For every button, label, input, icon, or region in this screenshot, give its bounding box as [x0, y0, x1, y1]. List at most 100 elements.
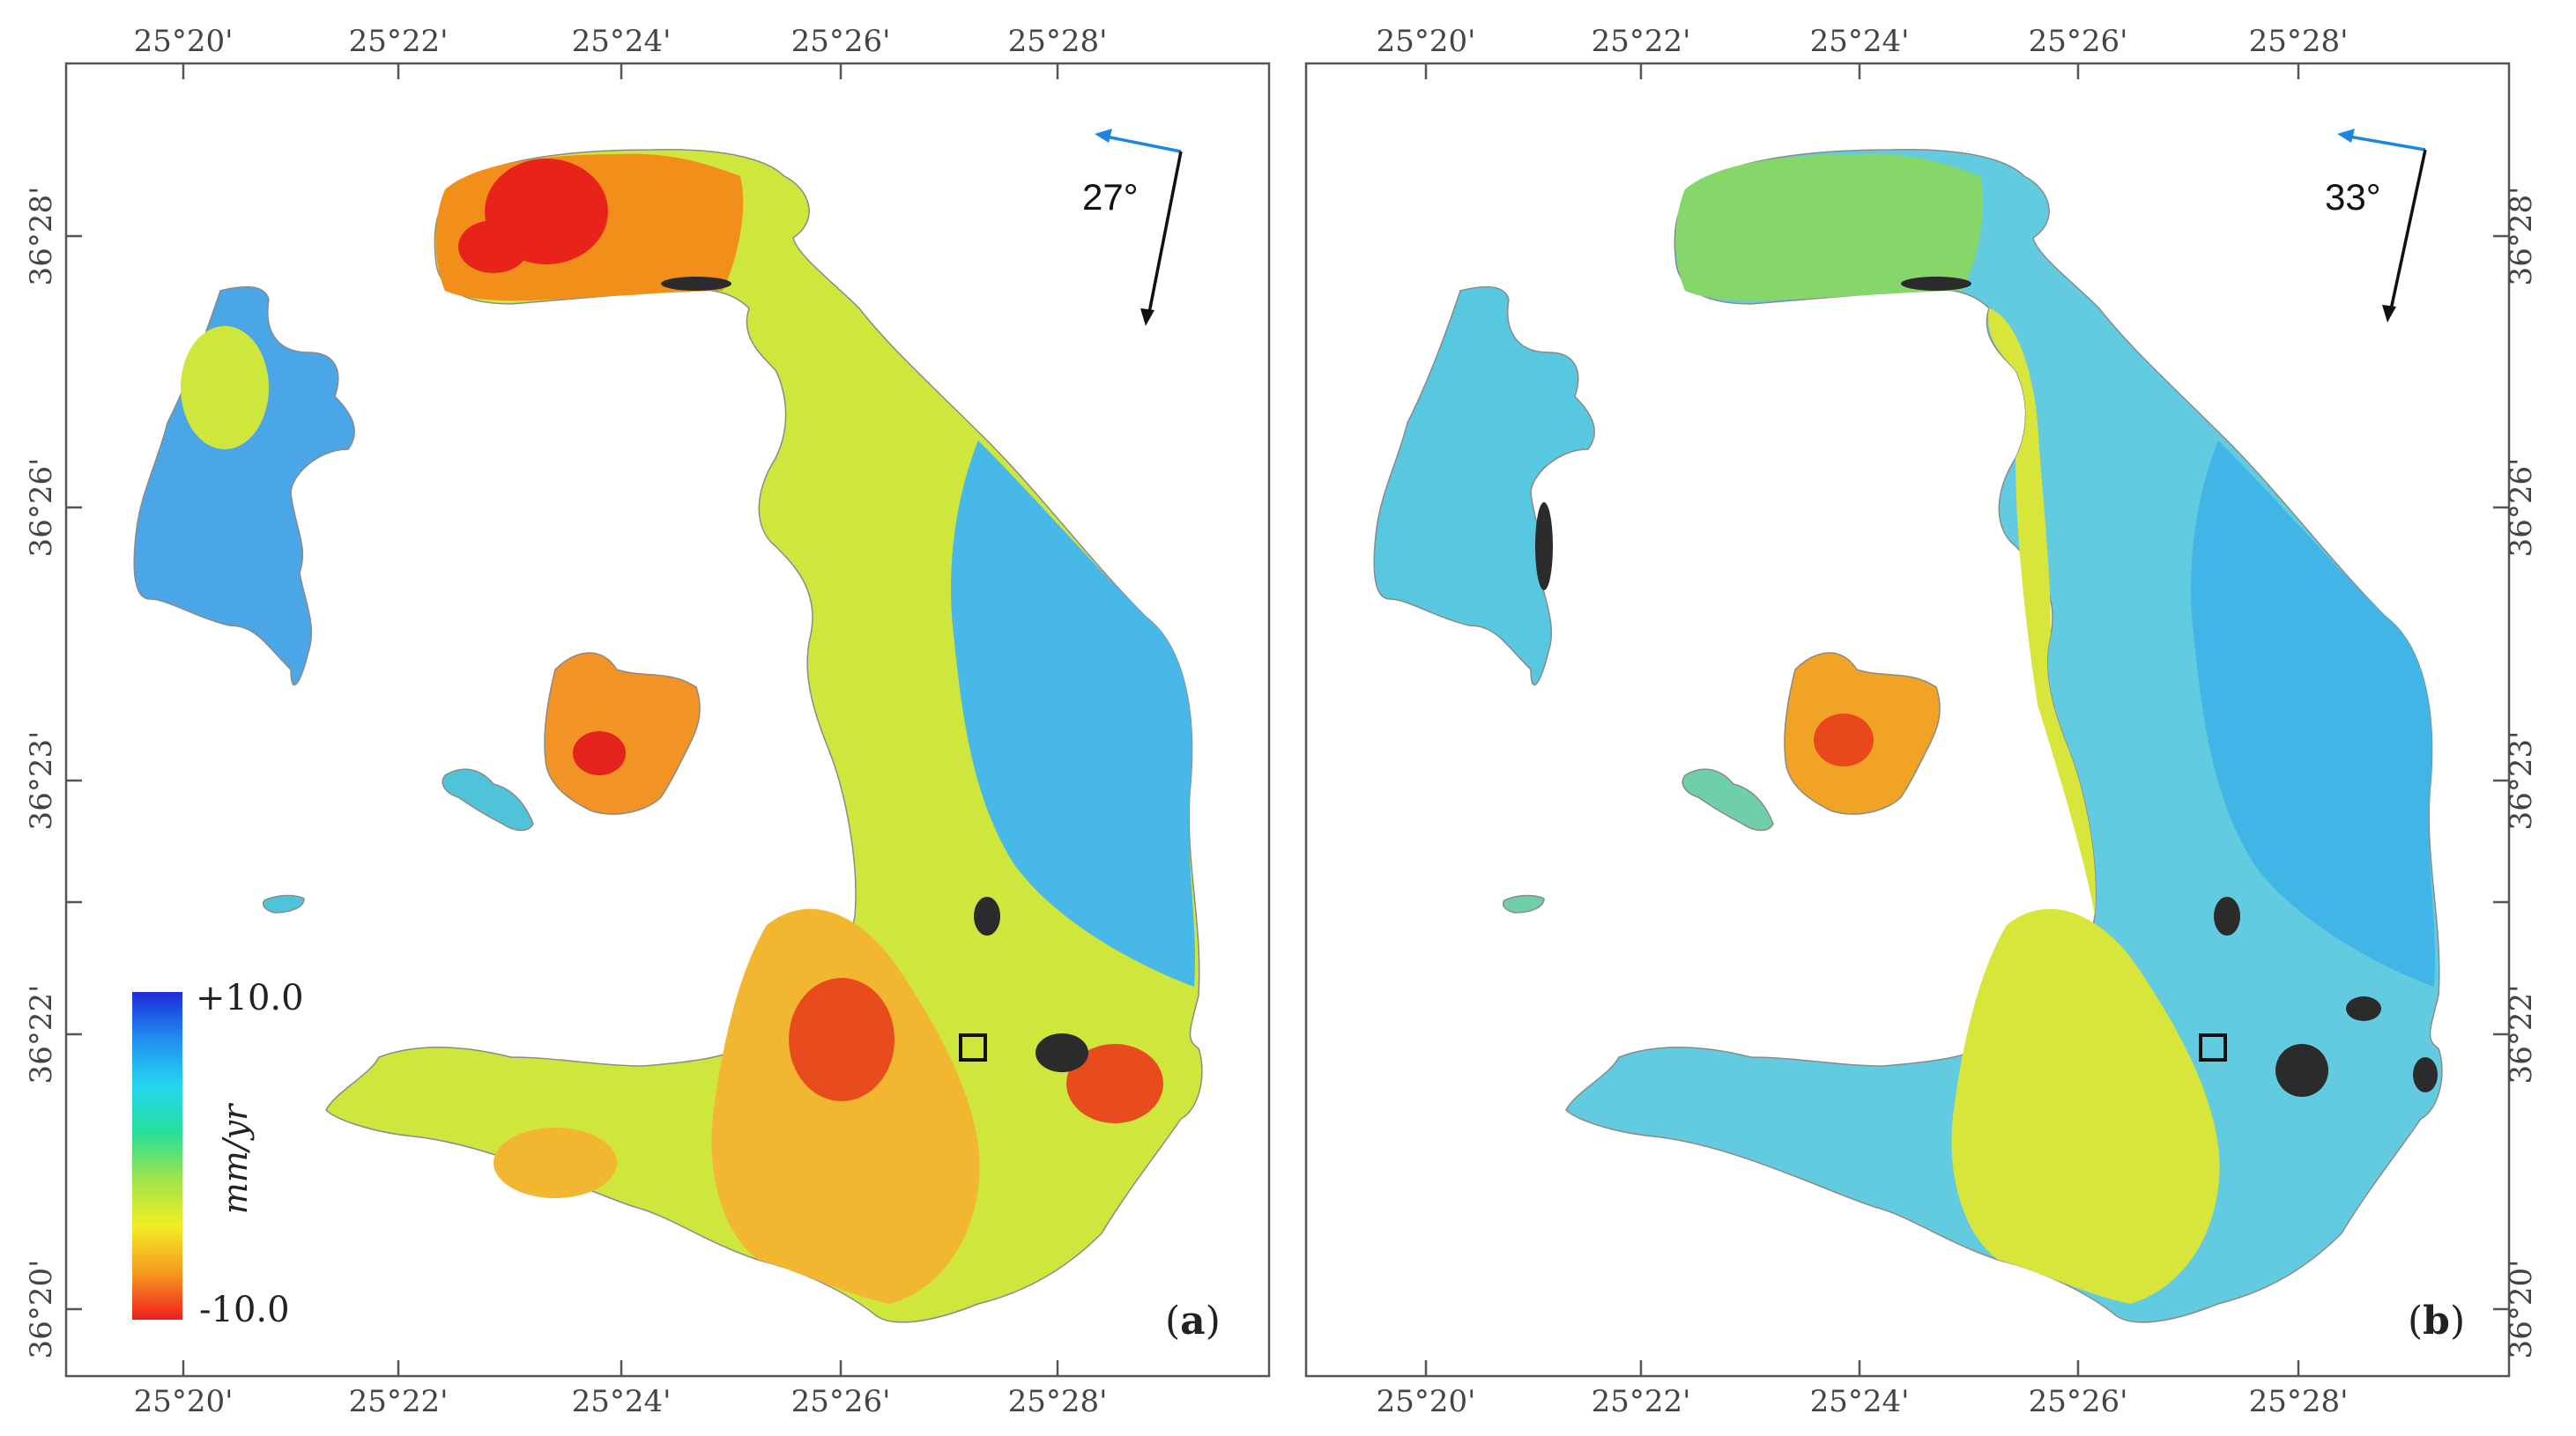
- panel-a-top-tick-label: 25°26': [791, 24, 891, 59]
- panel-b-flight-arrowhead: [2337, 129, 2355, 143]
- panel-a-left-tick-label: 36°22': [24, 985, 59, 1084]
- panel-a-south-hotspot: [789, 978, 895, 1101]
- panel-b-bottom-tick-label: 25°28': [2249, 1384, 2349, 1419]
- panel-a-flight-arrow: [1101, 134, 1182, 153]
- panel-a-label-letter: a: [1180, 1299, 1206, 1343]
- panel-b-dark-patch: [2413, 1057, 2438, 1092]
- panel-b-right-tick-labels: 36°28' 36°26' 36°23' 36°22' 36°20': [2504, 187, 2539, 1359]
- panel-b-look-arrowhead: [2382, 305, 2396, 322]
- panel-a-left-tick-labels: 36°28' 36°26' 36°23' 36°22' 36°20': [24, 187, 59, 1359]
- panel-b-bottom-tick-label: 25°26': [2029, 1384, 2128, 1419]
- panel-a-sw-orange: [494, 1128, 617, 1198]
- panel-b-west-coast-strip: [1988, 308, 2096, 916]
- panel-a-southeast-hotspot: [1066, 1044, 1163, 1123]
- panel-b-label-letter: b: [2423, 1299, 2450, 1343]
- panel-b-dark-patch: [1901, 277, 1971, 291]
- panel-b-nea-kameni-hotspot: [1814, 714, 1874, 766]
- panel-a-south-zone: [711, 908, 980, 1304]
- panel-b-east-zone: [2191, 440, 2436, 987]
- panel-a-nea-kameni-hotspot: [573, 731, 626, 775]
- panel-a-top-tick-label: 25°24': [572, 24, 672, 59]
- panel-a-look-arrow: [1147, 151, 1183, 318]
- panel-b-label-open: (: [2408, 1299, 2423, 1343]
- panel-a-bottom-tick-labels: 25°20' 25°22' 25°24' 25°26' 25°28': [134, 1384, 1108, 1419]
- panel-b-therasia: [1373, 285, 1595, 686]
- panel-b-heading-angle: 33°: [2325, 176, 2381, 218]
- panel-b-map: [1373, 149, 2443, 1323]
- panel-b-south-zone: [1951, 908, 2220, 1304]
- panel-a-label-close: ): [1206, 1299, 1221, 1343]
- panel-b-right-tick-label: 36°26': [2504, 458, 2539, 558]
- panel-a-bottom-ticks: [182, 1360, 1059, 1376]
- legend-colorbar: [132, 992, 182, 1320]
- panel-b-north-cap: [1675, 153, 1984, 301]
- panel-b-top-tick-label: 25°20': [1377, 24, 1476, 59]
- panel-b-flight-arrow: [2343, 134, 2426, 152]
- legend-min-label: -10.0: [199, 1290, 290, 1330]
- panel-b-aspronisi: [1503, 894, 1545, 914]
- panel-b-top-tick-labels: 25°20' 25°22' 25°24' 25°26' 25°28': [1377, 24, 2349, 59]
- panel-a-north-hotspot: [458, 220, 529, 273]
- panel-b-heading-arrows: 33°: [2325, 129, 2427, 322]
- panel-a-look-arrowhead: [1140, 308, 1154, 326]
- panel-a-bottom-tick-label: 25°26': [791, 1384, 891, 1419]
- panel-b-bottom-ticks: [1424, 1360, 2300, 1376]
- panel-b-dark-patch: [2275, 1044, 2328, 1097]
- legend-max-label: +10.0: [196, 978, 304, 1018]
- panel-b-label: (b): [2408, 1299, 2465, 1343]
- panel-b-right-tick-label: 36°28': [2504, 187, 2539, 286]
- panel-a-top-tick-label: 25°28': [1008, 24, 1108, 59]
- panel-a-dark-patch: [974, 897, 1000, 936]
- panel-a-left-tick-label: 36°28': [24, 187, 59, 286]
- panel-b-bottom-tick-label: 25°22': [1592, 1384, 1691, 1419]
- panel-b-thera-main: [1565, 149, 2443, 1323]
- panel-a-label: (a): [1165, 1299, 1221, 1343]
- panel-a-left-ticks: [66, 234, 82, 1311]
- panel-a-top-tick-label: 25°22': [349, 24, 449, 59]
- panel-b-right-tick-label: 36°20': [2504, 1260, 2539, 1359]
- panel-a-left-tick-label: 36°23': [24, 731, 59, 831]
- panel-b: 25°20' 25°22' 25°24' 25°26' 25°28' 25°20…: [1304, 24, 2539, 1419]
- panel-b-right-ticks: [2493, 234, 2509, 1311]
- panel-b-dark-patch: [2214, 897, 2240, 936]
- panel-b-palea-kameni: [1681, 768, 1774, 832]
- panel-b-dark-patch: [2346, 996, 2381, 1021]
- panel-b-bottom-tick-labels: 25°20' 25°22' 25°24' 25°26' 25°28': [1377, 1384, 2349, 1419]
- panel-a-dark-patch: [661, 277, 731, 291]
- panel-a-east-zone: [951, 440, 1196, 987]
- panel-a-reference-square: [959, 1033, 987, 1062]
- panel-a-map: [133, 149, 1203, 1323]
- panel-a-therasia-green: [181, 326, 269, 449]
- panel-b-therasia-dark: [1535, 502, 1553, 590]
- panel-b-top-ticks: [1424, 63, 2300, 79]
- panel-a-palea-kameni: [442, 768, 534, 832]
- panel-a-heading-angle: 27°: [1082, 176, 1139, 218]
- legend: +10.0 -10.0 mm/yr: [132, 978, 304, 1330]
- panel-a-bottom-tick-label: 25°20': [134, 1384, 234, 1419]
- panel-b-reference-square: [2199, 1033, 2227, 1062]
- panel-b-bottom-tick-label: 25°20': [1377, 1384, 1476, 1419]
- panel-a-top-ticks: [182, 63, 1059, 79]
- panel-a-bottom-tick-label: 25°22': [349, 1384, 449, 1419]
- panel-a-heading-arrows: 27°: [1082, 129, 1183, 326]
- panel-b-top-tick-label: 25°28': [2249, 24, 2349, 59]
- legend-unit-label: mm/yr: [216, 1102, 255, 1214]
- panel-a-bottom-tick-label: 25°28': [1008, 1384, 1108, 1419]
- panel-b-top-tick-label: 25°24': [1810, 24, 1910, 59]
- panel-b-bottom-tick-label: 25°24': [1810, 1384, 1910, 1419]
- panel-a-aspronisi: [263, 894, 305, 914]
- panel-a-flight-arrowhead: [1095, 129, 1112, 143]
- panel-a: 25°20' 25°22' 25°24' 25°26' 25°28' 25°20…: [24, 24, 1271, 1419]
- panel-a-left-tick-label: 36°20': [24, 1260, 59, 1359]
- panel-a-left-tick-label: 36°26': [24, 458, 59, 558]
- panel-b-right-tick-label: 36°22': [2504, 985, 2539, 1084]
- panel-a-nea-kameni: [544, 652, 701, 815]
- panel-a-dark-patch: [1036, 1033, 1088, 1072]
- panel-b-top-tick-label: 25°22': [1592, 24, 1691, 59]
- panel-b-right-tick-label: 36°23': [2504, 731, 2539, 831]
- panel-a-label-open: (: [1165, 1299, 1180, 1343]
- panel-b-look-arrow: [2388, 149, 2427, 315]
- panel-a-top-tick-labels: 25°20' 25°22' 25°24' 25°26' 25°28': [134, 24, 1108, 59]
- panel-a-top-tick-label: 25°20': [134, 24, 234, 59]
